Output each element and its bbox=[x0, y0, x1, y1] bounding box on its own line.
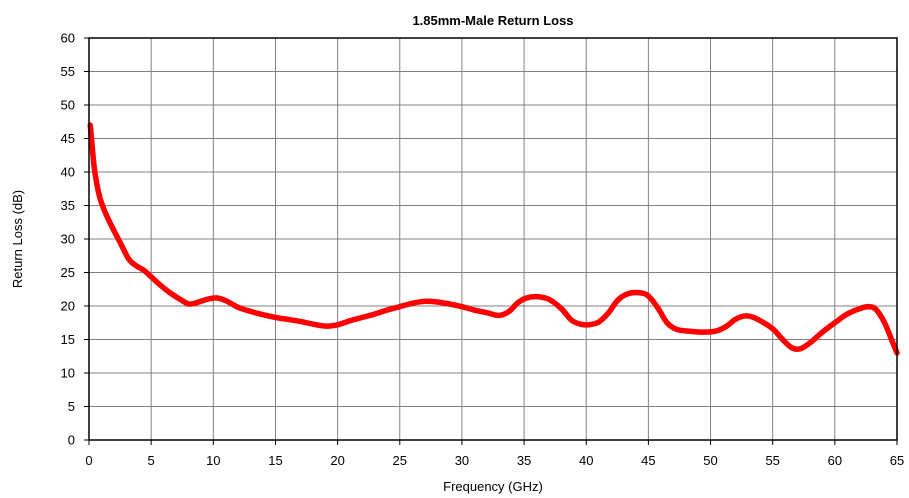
x-tick-label: 50 bbox=[703, 453, 717, 468]
x-tick-label: 40 bbox=[579, 453, 593, 468]
y-tick-label: 30 bbox=[61, 232, 75, 247]
x-tick-label: 35 bbox=[517, 453, 531, 468]
x-tick-label: 20 bbox=[330, 453, 344, 468]
series-layer bbox=[87, 122, 900, 356]
y-tick-label: 10 bbox=[61, 366, 75, 381]
x-tick-label: 30 bbox=[455, 453, 469, 468]
grid bbox=[88, 37, 898, 441]
y-tick-label: 5 bbox=[68, 399, 75, 414]
x-tick-label: 0 bbox=[85, 453, 92, 468]
y-tick-label: 35 bbox=[61, 198, 75, 213]
y-tick-label: 60 bbox=[61, 31, 75, 46]
y-tick-label: 25 bbox=[61, 265, 75, 280]
y-axis-title: Return Loss (dB) bbox=[10, 190, 25, 288]
y-tick-label: 15 bbox=[61, 332, 75, 347]
y-tick-label: 20 bbox=[61, 299, 75, 314]
x-tick-label: 65 bbox=[890, 453, 904, 468]
x-tick-label: 25 bbox=[393, 453, 407, 468]
y-tick-label: 40 bbox=[61, 165, 75, 180]
y-tick-label: 50 bbox=[61, 98, 75, 113]
x-tick-label: 15 bbox=[268, 453, 282, 468]
x-tick-label: 45 bbox=[641, 453, 655, 468]
x-tick-label: 10 bbox=[206, 453, 220, 468]
x-tick-label: 55 bbox=[765, 453, 779, 468]
x-tick-labels: 0 5 10 15 20 25 30 35 40 45 50 55 60 65 bbox=[85, 440, 904, 468]
x-axis-title: Frequency (GHz) bbox=[443, 479, 543, 494]
y-tick-labels: 0 5 10 15 20 25 30 35 40 45 50 55 60 bbox=[61, 31, 89, 448]
y-tick-label: 45 bbox=[61, 131, 75, 146]
return-loss-series-line bbox=[87, 122, 900, 356]
chart-title: 1.85mm-Male Return Loss bbox=[412, 13, 573, 28]
x-tick-label: 5 bbox=[148, 453, 155, 468]
x-tick-label: 60 bbox=[828, 453, 842, 468]
y-tick-label: 55 bbox=[61, 64, 75, 79]
y-tick-label: 0 bbox=[68, 433, 75, 448]
